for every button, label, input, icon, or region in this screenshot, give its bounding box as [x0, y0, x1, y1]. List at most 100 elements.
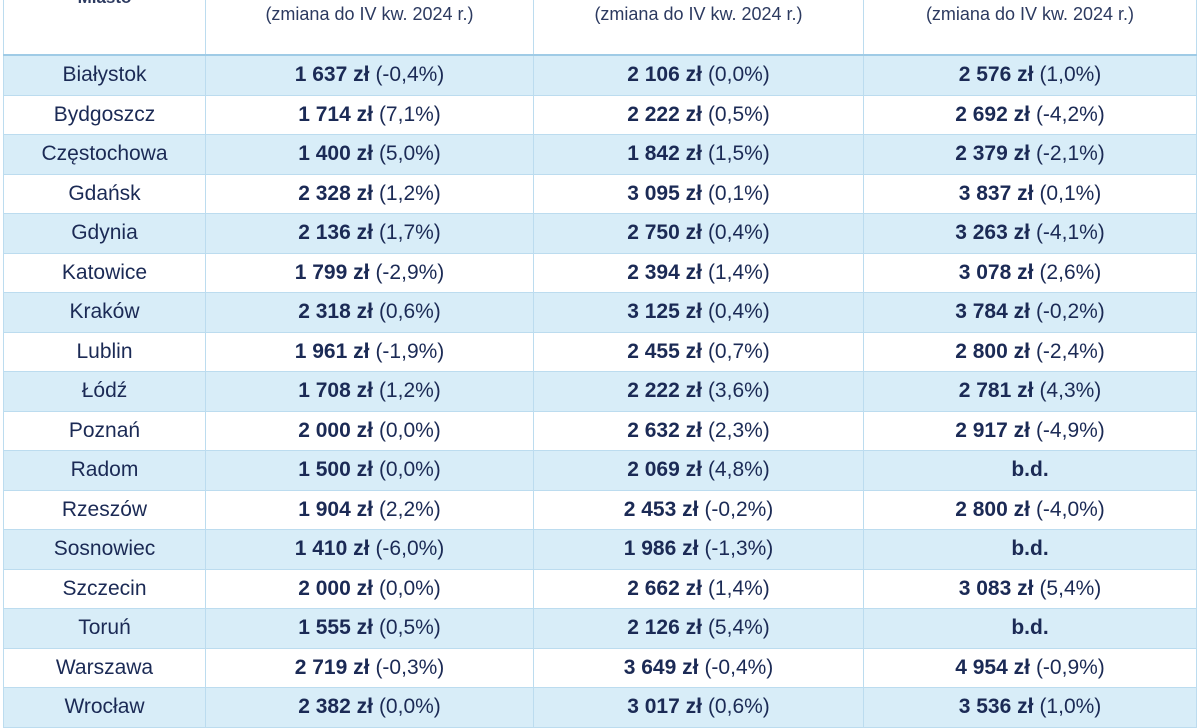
change: (-0,3%) [375, 655, 445, 679]
price: 2 000 zł [298, 576, 373, 600]
price-cell: 2 222 zł (0,5%) [533, 95, 863, 134]
price-cell: 2 576 zł (1,0%) [863, 56, 1197, 95]
price-cell: 2 394 zł (1,4%) [533, 253, 863, 292]
change: (0,6%) [378, 300, 441, 324]
price-cell: 2 692 zł (-4,2%) [863, 95, 1197, 134]
price: 2 662 zł [627, 576, 702, 600]
table-row: Lublin 1 961 zł (-1,9%) 2 455 zł (0,7%) 2 800… [3, 332, 1197, 372]
price-cell: 2 917 zł (-4,9%) [863, 411, 1197, 450]
city-cell: Bydgoszcz [3, 95, 205, 134]
price: 2 382 zł [298, 695, 373, 719]
city: Częstochowa [41, 142, 168, 166]
price-cell: 3 536 zł (1,0%) [863, 688, 1197, 727]
header-subtitle: (zmiana do IV kw. 2024 r.) [925, 4, 1135, 24]
change: (0,1%) [1039, 181, 1102, 205]
price: b.d. [1011, 537, 1049, 561]
change: (1,5%) [707, 142, 770, 166]
city-cell: Białystok [3, 56, 205, 95]
table-row: Toruń 1 555 zł (0,5%) 2 126 zł (5,4%) b.d. [3, 609, 1197, 649]
city-cell: Lublin [3, 332, 205, 371]
price: 2 126 zł [627, 616, 702, 640]
price: 1 799 zł [294, 260, 370, 284]
price-cell: 1 842 zł (1,5%) [533, 135, 863, 174]
price-cell: 1 961 zł (-1,9%) [205, 332, 533, 371]
price: 3 784 zł [955, 300, 1030, 324]
header-city: Miasto [78, 0, 132, 8]
city: Warszawa [55, 655, 154, 679]
price: 2 719 zł [294, 655, 370, 679]
price-cell: 3 095 zł (0,1%) [533, 174, 863, 213]
change: (3,6%) [707, 379, 770, 403]
table-row: Warszawa 2 719 zł (-0,3%) 3 649 zł (-0,4%) 4 … [3, 648, 1197, 688]
price-cell: 3 017 zł (0,6%) [533, 688, 863, 727]
price-cell: 3 784 zł (-0,2%) [863, 293, 1197, 332]
header-cell: (zmiana do IV kw. 2024 r.) [205, 0, 533, 54]
price-cell: 1 400 zł (5,0%) [205, 135, 533, 174]
change: (0,1%) [707, 181, 770, 205]
price: 3 017 zł [627, 695, 702, 719]
price: 3 083 zł [958, 576, 1034, 600]
price: 3 263 zł [955, 221, 1030, 245]
city-cell: Warszawa [3, 648, 205, 687]
price: 3 536 zł [958, 695, 1034, 719]
price: 1 904 zł [298, 497, 373, 521]
change: (-4,0%) [1035, 497, 1105, 521]
price: 3 125 zł [627, 300, 702, 324]
change: (0,0%) [378, 418, 441, 442]
change: (-0,9%) [1035, 655, 1105, 679]
price-cell: 2 781 zł (4,3%) [863, 372, 1197, 411]
change: (-0,2%) [1035, 300, 1105, 324]
change: (-1,9%) [375, 339, 445, 363]
city: Bydgoszcz [53, 102, 156, 126]
city-cell: Wrocław [3, 688, 205, 727]
change: (1,0%) [1039, 63, 1102, 87]
price: 2 455 zł [627, 339, 702, 363]
price: 3 095 zł [627, 181, 702, 205]
price-cell: 2 126 zł (5,4%) [533, 609, 863, 648]
price-cell: b.d. [863, 609, 1197, 648]
change: (-0,2%) [704, 497, 774, 521]
price: 2 750 zł [627, 221, 702, 245]
change: (1,2%) [378, 379, 441, 403]
price-cell: 2 069 zł (4,8%) [533, 451, 863, 490]
table-row: Szczecin 2 000 zł (0,0%) 2 662 zł (1,4%) 3 08… [3, 569, 1197, 609]
change: (4,8%) [707, 458, 770, 482]
change: (0,0%) [378, 695, 441, 719]
table-row: Katowice 1 799 zł (-2,9%) 2 394 zł (1,4%) 3 0… [3, 253, 1197, 293]
price-cell: 2 800 zł (-4,0%) [863, 490, 1197, 529]
price-cell: 2 222 zł (3,6%) [533, 372, 863, 411]
city-cell: Kraków [3, 293, 205, 332]
change: (5,0%) [378, 142, 441, 166]
price: 3 837 zł [958, 181, 1034, 205]
city: Gdańsk [68, 181, 141, 205]
price: 1 410 zł [294, 537, 370, 561]
price-cell: 2 800 zł (-2,4%) [863, 332, 1197, 371]
change: (-0,4%) [704, 655, 774, 679]
price: 2 106 zł [627, 63, 702, 87]
price: 1 842 zł [627, 142, 702, 166]
price: 1 555 zł [298, 616, 373, 640]
price: 1 500 zł [298, 458, 373, 482]
price-cell: 1 708 zł (1,2%) [205, 372, 533, 411]
city: Szczecin [62, 576, 147, 600]
price: 2 069 zł [627, 458, 702, 482]
price-cell: 2 632 zł (2,3%) [533, 411, 863, 450]
city: Białystok [62, 63, 147, 87]
change: (-4,1%) [1035, 221, 1105, 245]
city-cell: Radom [3, 451, 205, 490]
table-row: Rzeszów 1 904 zł (2,2%) 2 453 zł (-0,2%) 2 80… [3, 490, 1197, 530]
change: (1,0%) [1039, 695, 1102, 719]
price-cell: 3 263 zł (-4,1%) [863, 214, 1197, 253]
city-cell: Katowice [3, 253, 205, 292]
price-cell: 1 986 zł (-1,3%) [533, 530, 863, 569]
price-cell: 3 078 zł (2,6%) [863, 253, 1197, 292]
price-cell: 1 410 zł (-6,0%) [205, 530, 533, 569]
price-cell: 3 083 zł (5,4%) [863, 569, 1197, 608]
table-row: Białystok 1 637 zł (-0,4%) 2 106 zł (0,0%) 2 … [3, 56, 1197, 96]
price: 1 714 zł [298, 102, 373, 126]
change: (0,5%) [378, 616, 441, 640]
city: Toruń [78, 616, 131, 640]
price-cell: 3 649 zł (-0,4%) [533, 648, 863, 687]
rent-table: Miasto (zmiana do IV kw. 2024 r.) (zmiana … [3, 0, 1197, 728]
city: Wrocław [64, 695, 145, 719]
